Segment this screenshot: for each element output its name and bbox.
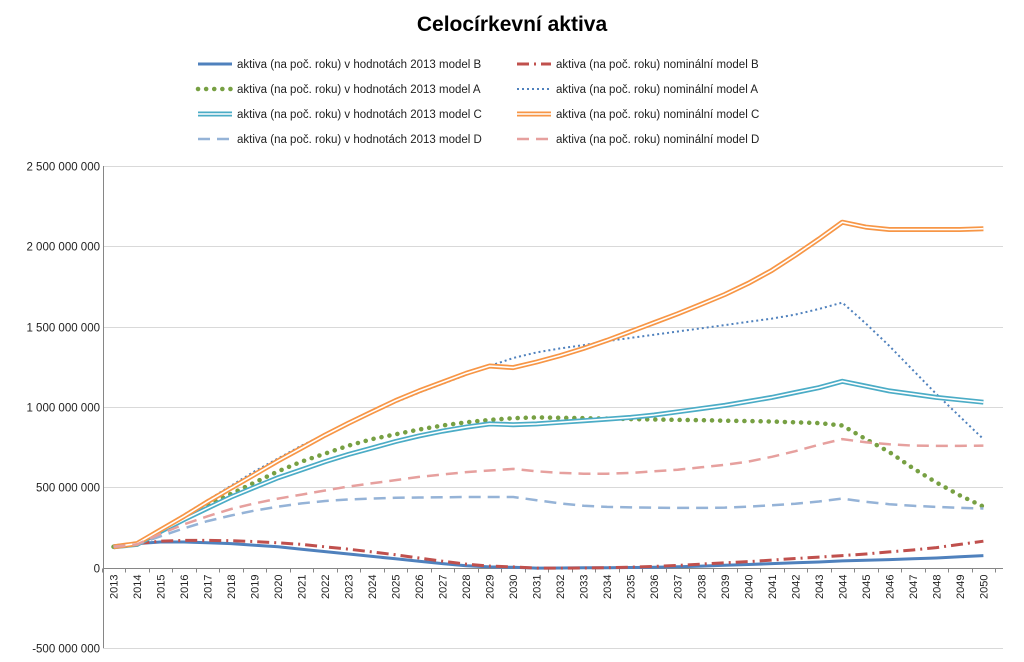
x-tick-label: 2014 (132, 575, 144, 599)
x-tick-label: 2017 (203, 575, 215, 599)
series-lines (111, 219, 986, 570)
axes: -500 000 000 0 500 000 000 1 000 000 000 1 5… (26, 162, 1003, 656)
x-tick-label: 2026 (414, 575, 426, 599)
x-tick-label: 2024 (367, 575, 379, 599)
x-tick-label: 2020 (273, 575, 285, 599)
x-tick-label: 2016 (179, 575, 191, 599)
series-line-stroke (113, 380, 984, 548)
x-tick-label: 2043 (814, 575, 826, 599)
x-tick-label: 2036 (649, 575, 661, 599)
series-line-stroke (113, 378, 984, 550)
legend-entry-7: aktiva (na poč. roku) v hodnotách 2013 m… (198, 134, 482, 146)
legend-label: aktiva (na poč. roku) nominální model A (556, 84, 758, 96)
x-tick-label: 2013 (109, 575, 121, 599)
legend-label: aktiva (na poč. roku) v hodnotách 2013 m… (237, 59, 482, 71)
x-tick-label: 2025 (391, 575, 403, 599)
x-tick-label: 2044 (837, 575, 849, 599)
x-tick-label: 2023 (344, 575, 356, 599)
series-line-stroke (113, 301, 985, 548)
x-tick-label: 2021 (297, 575, 309, 599)
x-tick-label: 2040 (743, 575, 755, 599)
y-tick-label: 500 000 000 (36, 483, 100, 495)
series-line-2 (113, 538, 984, 570)
series-line-stroke (113, 538, 984, 570)
chart-title: Celocírkevní aktiva (417, 13, 608, 36)
x-tick-label: 2035 (626, 575, 638, 599)
series-line-3 (111, 415, 986, 550)
x-tick-label: 2029 (485, 575, 497, 599)
x-tick-label: 2041 (767, 575, 779, 599)
legend: aktiva (na poč. roku) v hodnotách 2013 m… (195, 59, 759, 146)
legend-label: aktiva (na poč. roku) v hodnotách 2013 m… (237, 84, 481, 96)
x-tick-label: 2015 (156, 575, 168, 599)
x-tick-label: 2032 (555, 575, 567, 599)
y-tick-label: -500 000 000 (32, 644, 100, 656)
series-line-5 (113, 378, 984, 550)
series-line-1 (113, 540, 984, 570)
series-line-stroke (111, 415, 986, 550)
legend-entry-5: aktiva (na poč. roku) v hodnotách 2013 m… (198, 109, 482, 121)
legend-entry-1: aktiva (na poč. roku) v hodnotách 2013 m… (198, 59, 482, 71)
x-tick-label: 2019 (250, 575, 262, 599)
series-line-6 (113, 219, 984, 550)
x-tick-label: 2046 (884, 575, 896, 599)
x-tick-label: 2027 (438, 575, 450, 599)
x-tick-label: 2028 (461, 575, 473, 599)
series-line-8 (113, 437, 984, 549)
legend-entry-2: aktiva (na poč. roku) nominální model B (517, 59, 759, 71)
y-tick-label: 0 (94, 564, 100, 576)
legend-entry-6: aktiva (na poč. roku) nominální model C (517, 109, 759, 121)
x-tick-label: 2048 (931, 575, 943, 599)
y-tick-label: 2 500 000 000 (26, 162, 100, 174)
legend-entry-3: aktiva (na poč. roku) v hodnotách 2013 m… (195, 84, 481, 96)
x-tick-label: 2034 (602, 575, 614, 599)
legend-label: aktiva (na poč. roku) nominální model D (556, 134, 759, 146)
x-tick-label: 2049 (955, 575, 967, 599)
x-tick-label: 2045 (861, 575, 873, 599)
x-tick-label: 2038 (696, 575, 708, 599)
legend-label: aktiva (na poč. roku) nominální model C (556, 109, 759, 121)
series-line-stroke (113, 495, 984, 549)
x-tick-label: 2031 (532, 575, 544, 599)
legend-entry-4: aktiva (na poč. roku) nominální model A (517, 84, 758, 96)
series-line-stroke (113, 437, 984, 549)
x-tick-label: 2022 (320, 575, 332, 599)
x-tick-label: 2039 (720, 575, 732, 599)
series-line-stroke (113, 221, 984, 548)
x-tick-label: 2050 (978, 575, 990, 599)
series-line-7 (113, 495, 984, 549)
legend-label: aktiva (na poč. roku) nominální model B (556, 59, 759, 71)
x-tick-label: 2047 (908, 575, 920, 599)
series-line-4 (113, 301, 985, 548)
y-tick-label: 1 500 000 000 (26, 323, 100, 335)
legend-entry-8: aktiva (na poč. roku) nominální model D (517, 134, 759, 146)
x-tick-label: 2030 (508, 575, 520, 599)
x-tick-label: 2018 (226, 575, 238, 599)
y-tick-label: 1 000 000 000 (26, 403, 100, 415)
x-tick-label: 2042 (790, 575, 802, 599)
legend-label: aktiva (na poč. roku) v hodnotách 2013 m… (237, 134, 482, 146)
y-tick-label: 2 000 000 000 (26, 242, 100, 254)
legend-label: aktiva (na poč. roku) v hodnotách 2013 m… (237, 109, 482, 121)
x-tick-label: 2037 (673, 575, 685, 599)
series-line-stroke (113, 540, 984, 570)
x-tick-label: 2033 (579, 575, 591, 599)
